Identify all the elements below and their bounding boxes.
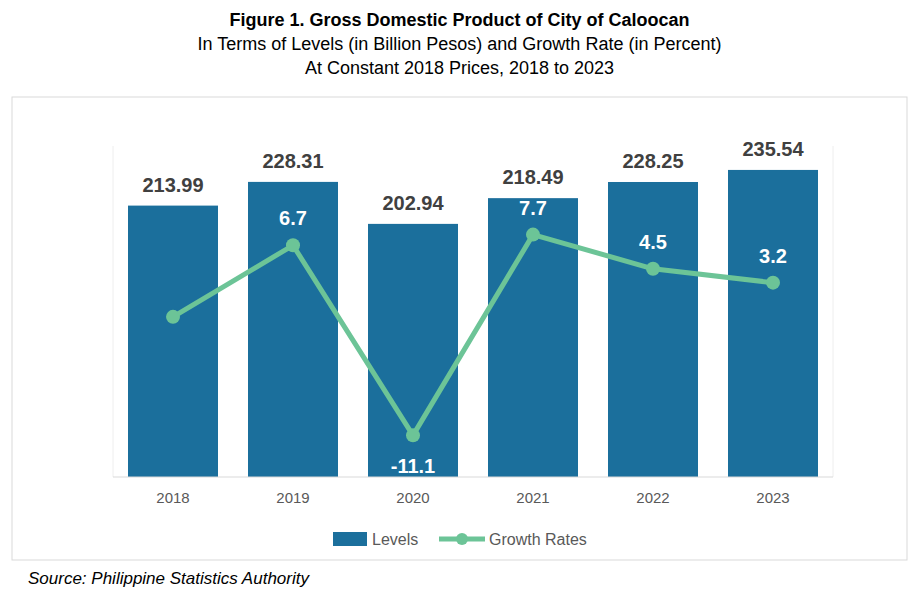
bar-label: 228.25 — [622, 150, 683, 172]
line-marker — [406, 428, 420, 442]
x-tick-label: 2023 — [756, 489, 789, 506]
chart-subtitle: In Terms of Levels (in Billion Pesos) an… — [198, 34, 722, 54]
line-label: 6.7 — [279, 207, 307, 229]
data-labels: 213.99 228.31 202.94 218.49 228.25 235.54 6.7 -… — [142, 138, 804, 477]
bar — [608, 182, 698, 477]
line-label: 4.5 — [639, 231, 667, 253]
line-marker — [286, 238, 300, 252]
bar-label: 218.49 — [502, 166, 563, 188]
chart-frame — [12, 97, 907, 560]
x-tick-label: 2021 — [516, 489, 549, 506]
chart-subtitle: At Constant 2018 Prices, 2018 to 2023 — [305, 58, 614, 78]
bar-label: 235.54 — [742, 138, 804, 160]
y-axis-line — [113, 146, 114, 477]
bar-label: 202.94 — [382, 192, 444, 214]
bar — [728, 170, 818, 477]
legend: Levels Growth Rates — [333, 531, 587, 548]
chart-svg: Figure 1. Gross Domestic Product of City… — [0, 0, 919, 597]
marks — [128, 170, 818, 477]
legend-marker — [456, 533, 468, 545]
line-label: 7.7 — [519, 197, 547, 219]
legend-label: Levels — [372, 531, 418, 548]
line-label: 3.2 — [759, 245, 787, 267]
growth-line — [173, 235, 773, 436]
x-tick-label: 2022 — [636, 489, 669, 506]
x-axis-line — [113, 477, 833, 478]
line-label: -11.1 — [391, 455, 435, 477]
chart-title: Figure 1. Gross Domestic Product of City… — [229, 10, 689, 30]
legend-label: Growth Rates — [489, 531, 587, 548]
legend-swatch — [333, 532, 367, 546]
bar — [248, 182, 338, 477]
line-marker — [766, 276, 780, 290]
y2-axis-line — [833, 146, 834, 477]
x-tick-label: 2020 — [396, 489, 429, 506]
bar — [368, 224, 458, 477]
line-marker — [526, 228, 540, 242]
line-marker — [646, 262, 660, 276]
x-tick-label: 2018 — [156, 489, 189, 506]
bar-label: 213.99 — [142, 174, 203, 196]
source-note: Source: Philippine Statistics Authority — [28, 569, 310, 588]
line-marker — [166, 310, 180, 324]
x-tick-label: 2019 — [276, 489, 309, 506]
bar — [488, 198, 578, 477]
bar — [128, 206, 218, 477]
bar-label: 228.31 — [262, 150, 323, 172]
